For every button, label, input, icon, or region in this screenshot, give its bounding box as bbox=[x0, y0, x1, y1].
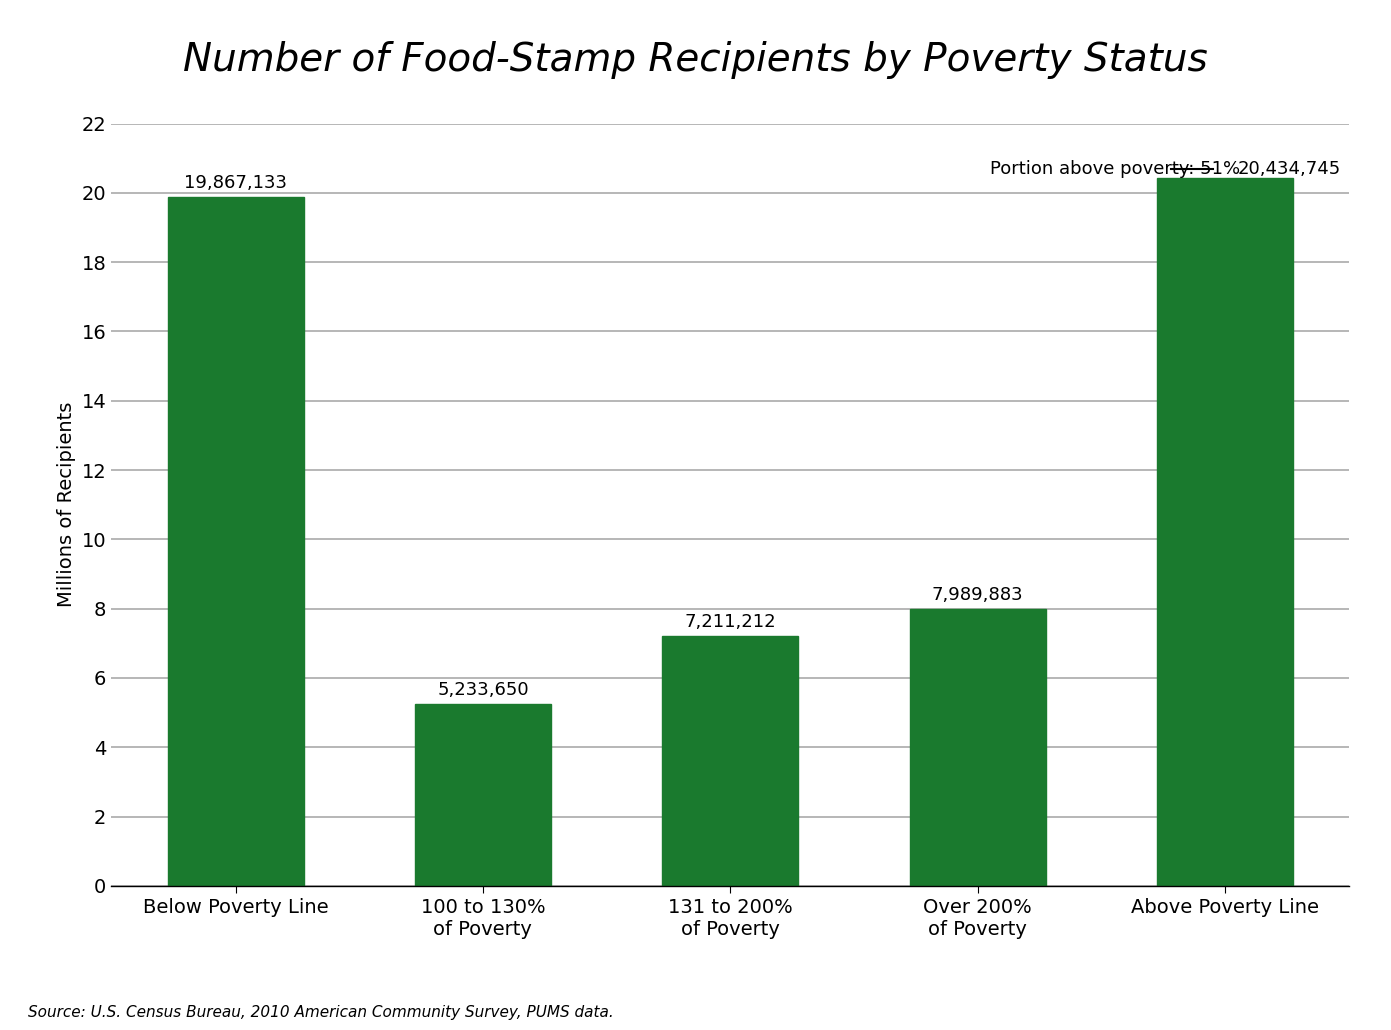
Text: Source: U.S. Census Bureau, 2010 American Community Survey, PUMS data.: Source: U.S. Census Bureau, 2010 America… bbox=[28, 1004, 613, 1020]
Text: 19,867,133: 19,867,133 bbox=[184, 174, 287, 193]
Text: 7,989,883: 7,989,883 bbox=[932, 586, 1024, 604]
Bar bbox=[415, 705, 551, 886]
Bar bbox=[662, 636, 798, 886]
Bar bbox=[1157, 178, 1294, 886]
Text: Portion above poverty: 51%: Portion above poverty: 51% bbox=[990, 161, 1241, 178]
Text: 20,434,745: 20,434,745 bbox=[1238, 161, 1341, 178]
Bar bbox=[167, 198, 303, 886]
Text: Number of Food-Stamp Recipients by Poverty Status: Number of Food-Stamp Recipients by Pover… bbox=[184, 41, 1207, 79]
Bar bbox=[910, 609, 1046, 886]
Y-axis label: Millions of Recipients: Millions of Recipients bbox=[57, 402, 77, 608]
Text: 7,211,212: 7,211,212 bbox=[684, 613, 776, 630]
Text: 5,233,650: 5,233,650 bbox=[437, 681, 529, 699]
